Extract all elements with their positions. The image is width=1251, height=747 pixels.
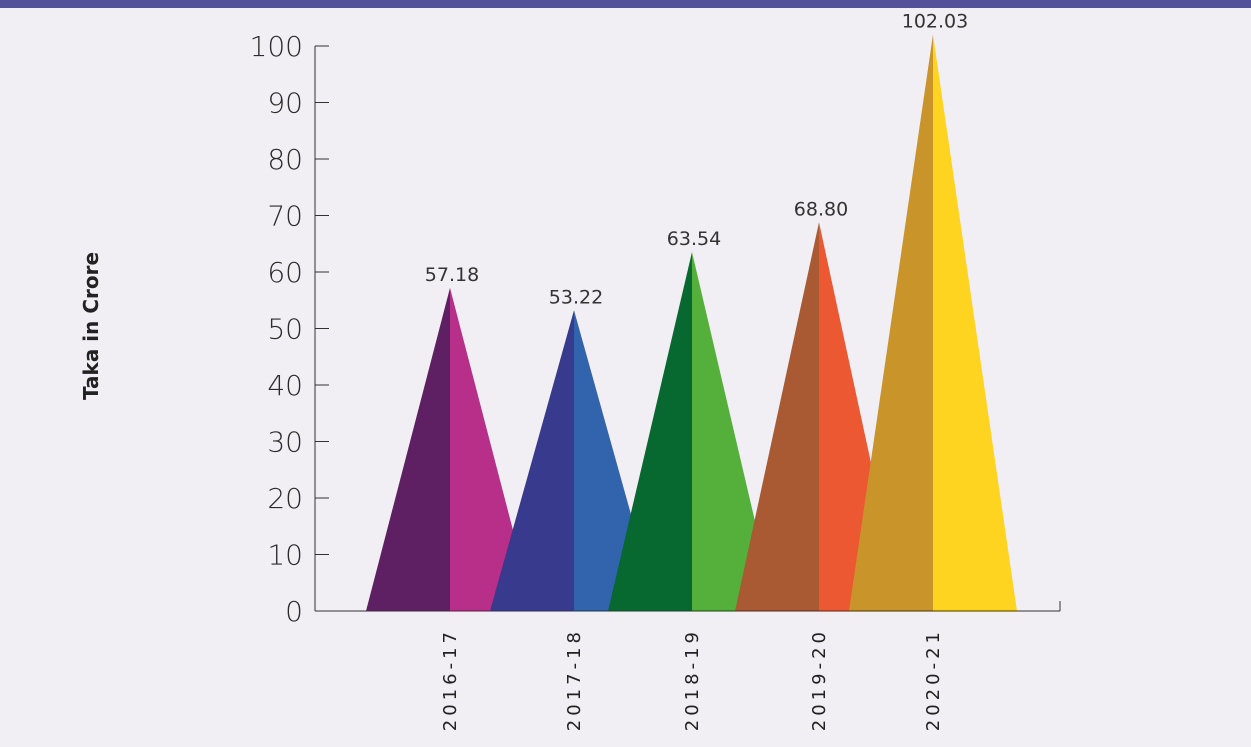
- y-tick-label: 0: [285, 595, 303, 628]
- y-tick-label: 40: [267, 369, 303, 402]
- x-tick-label: 2018-19: [682, 628, 703, 731]
- x-tick-label: 2017-18: [564, 628, 585, 731]
- y-tick-label: 10: [267, 539, 303, 572]
- y-tick-label: 30: [267, 426, 303, 459]
- data-label: 63.54: [667, 228, 721, 250]
- y-axis: 0 10 20 30 40 50 60 70 80 90 100: [250, 30, 329, 628]
- bar-left-face: [849, 34, 933, 611]
- bars: 57.18 53.22 63.54 68.80 102.03: [366, 11, 1017, 611]
- bar-right-face: [933, 34, 1017, 611]
- header-bar: [0, 0, 1251, 8]
- data-label: 53.22: [549, 286, 603, 308]
- data-label: 102.03: [902, 11, 968, 33]
- y-tick-label: 70: [267, 200, 303, 233]
- y-tick-label: 80: [267, 143, 303, 176]
- bar-left-face: [490, 310, 574, 611]
- y-tick-label: 100: [250, 30, 303, 63]
- x-tick-label: 2020-21: [923, 628, 944, 731]
- y-axis-title: Taka in Crore: [79, 252, 103, 400]
- x-tick-label: 2016-17: [440, 628, 461, 731]
- bar-left-face: [608, 251, 692, 611]
- y-tick-label: 50: [267, 313, 303, 346]
- x-axis: 2016-17 2017-18 2018-19 2019-20 2020-21: [315, 601, 1061, 731]
- x-tick-label: 2019-20: [809, 628, 830, 731]
- y-tick-label: 60: [267, 256, 303, 289]
- data-label: 68.80: [794, 198, 848, 220]
- data-label: 57.18: [425, 264, 479, 286]
- y-tick-label: 20: [267, 482, 303, 515]
- y-tick-label: 90: [267, 87, 303, 120]
- bar-left-face: [735, 222, 819, 611]
- bar-left-face: [366, 287, 450, 611]
